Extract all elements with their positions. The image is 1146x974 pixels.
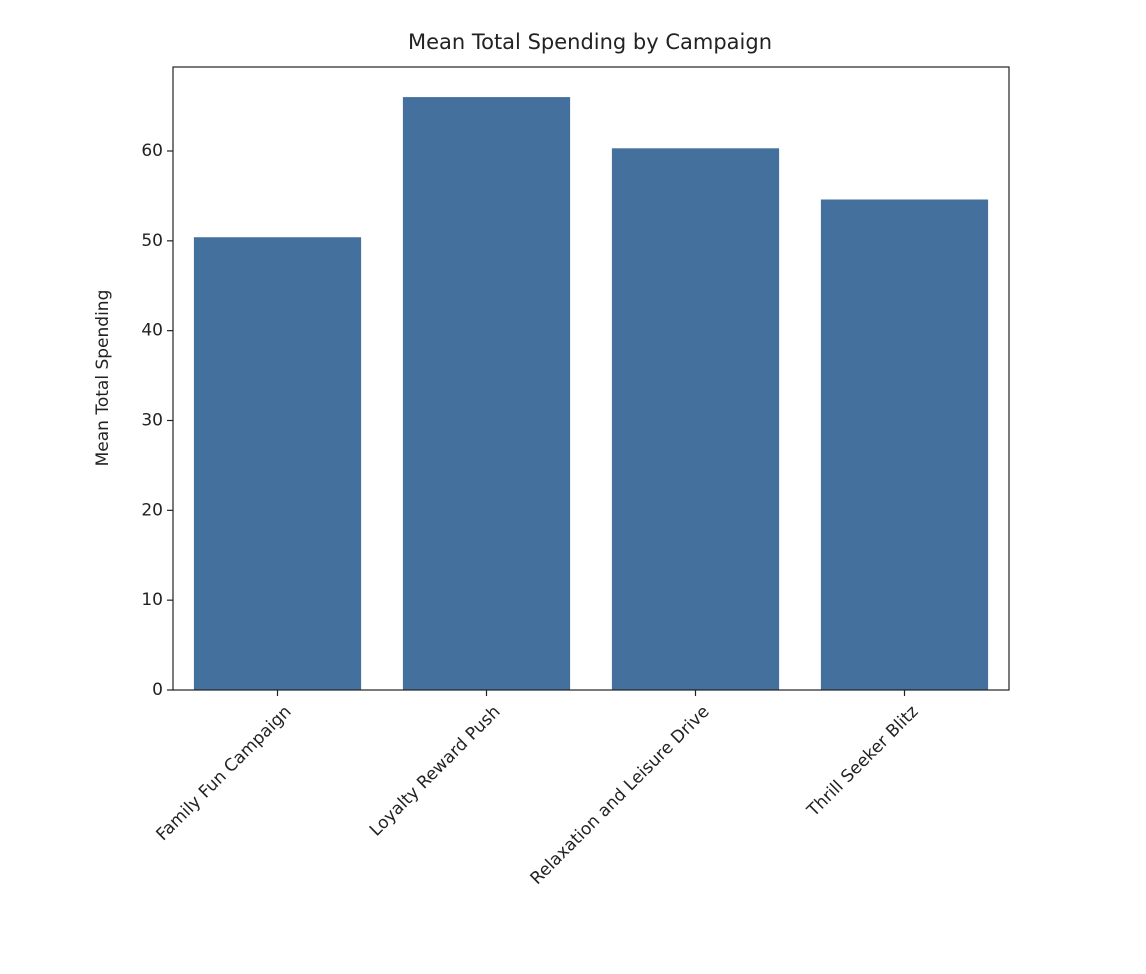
x-tick-label: Thrill Seeker Blitz	[803, 702, 923, 822]
x-tick-label: Family Fun Campaign	[152, 702, 295, 845]
y-tick-label: 40	[141, 321, 163, 341]
y-tick-label: 10	[141, 590, 163, 610]
y-tick-label: 0	[152, 680, 163, 700]
bar	[402, 97, 571, 690]
y-tick-label: 20	[141, 500, 163, 520]
x-tick-label: Loyalty Reward Push	[366, 702, 505, 841]
plot-frame	[172, 66, 1010, 691]
x-tick-label: Relaxation and Leisure Drive	[527, 702, 714, 889]
y-tick-label: 50	[141, 231, 163, 251]
y-tick-label: 30	[141, 410, 163, 430]
bar	[611, 148, 780, 690]
y-tick-label: 60	[141, 141, 163, 161]
bar	[820, 199, 989, 690]
bar	[193, 237, 362, 690]
y-axis-label: Mean Total Spending	[93, 290, 113, 467]
chart-title: Mean Total Spending by Campaign	[408, 30, 772, 54]
